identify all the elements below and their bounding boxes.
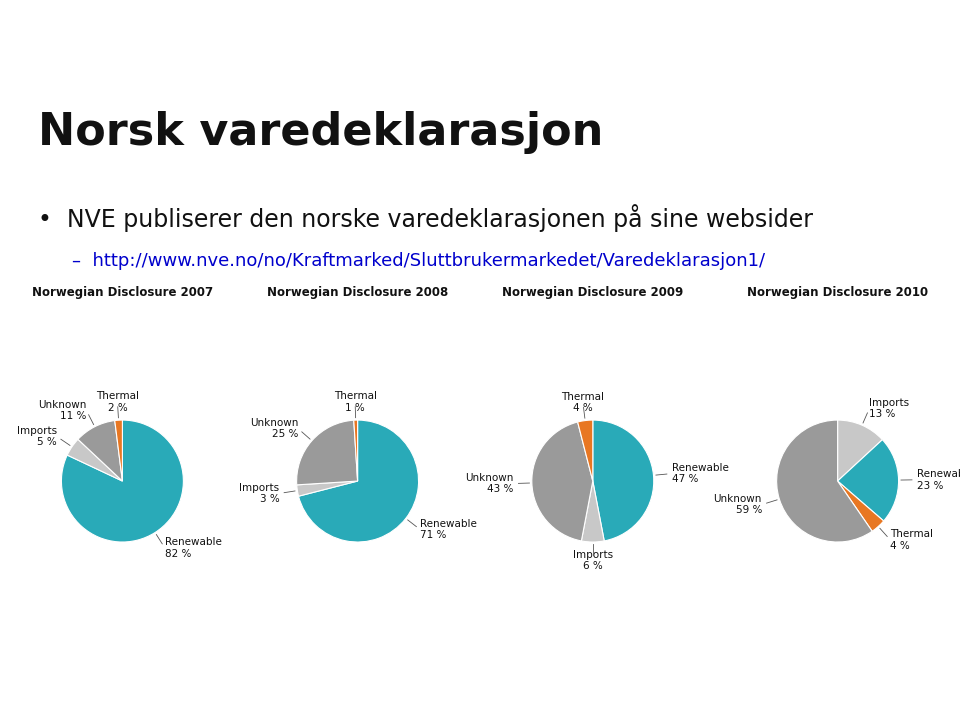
- Text: –  http://www.nve.no/no/Kraftmarked/Sluttbrukermarkedet/Varedeklarasjon1/: – http://www.nve.no/no/Kraftmarked/Slutt…: [72, 252, 765, 270]
- Wedge shape: [61, 420, 183, 542]
- Text: Norsk varedeklarasjon: Norsk varedeklarasjon: [38, 111, 604, 154]
- Wedge shape: [777, 420, 873, 542]
- Text: Unknown
43 %: Unknown 43 %: [466, 473, 514, 494]
- Text: Thermal
4 %: Thermal 4 %: [891, 529, 933, 551]
- Text: Unknown
25 %: Unknown 25 %: [250, 418, 299, 440]
- Wedge shape: [532, 422, 592, 541]
- Wedge shape: [578, 420, 593, 481]
- Title: Norwegian Disclosure 2010: Norwegian Disclosure 2010: [747, 286, 928, 299]
- Text: Renewable
47 %: Renewable 47 %: [672, 463, 729, 484]
- Wedge shape: [115, 420, 123, 481]
- Title: Norwegian Disclosure 2009: Norwegian Disclosure 2009: [502, 286, 684, 299]
- Text: Renewable
82 %: Renewable 82 %: [165, 537, 222, 558]
- Text: Thermal
4 %: Thermal 4 %: [562, 392, 605, 413]
- Text: Thermal
2 %: Thermal 2 %: [96, 391, 139, 413]
- Wedge shape: [837, 481, 884, 531]
- Wedge shape: [297, 481, 357, 496]
- Wedge shape: [837, 440, 899, 521]
- Text: Imports
6 %: Imports 6 %: [573, 550, 612, 571]
- Title: Norwegian Disclosure 2008: Norwegian Disclosure 2008: [267, 286, 448, 299]
- Text: Unknown
59 %: Unknown 59 %: [713, 494, 762, 516]
- Wedge shape: [67, 439, 122, 481]
- Wedge shape: [837, 420, 882, 481]
- Title: Norwegian Disclosure 2007: Norwegian Disclosure 2007: [32, 286, 213, 299]
- Wedge shape: [78, 420, 122, 481]
- Text: Imports
3 %: Imports 3 %: [239, 483, 279, 504]
- Wedge shape: [297, 420, 357, 485]
- Text: •  NVE publiserer den norske varedeklarasjonen på sine websider: • NVE publiserer den norske varedeklaras…: [38, 204, 813, 232]
- Text: Thermal
1 %: Thermal 1 %: [334, 391, 376, 413]
- Text: Renewable
71 %: Renewable 71 %: [420, 519, 477, 541]
- Wedge shape: [592, 420, 654, 541]
- Wedge shape: [354, 420, 358, 481]
- Text: Imports
5 %: Imports 5 %: [16, 425, 57, 448]
- Text: Renewable
23 %: Renewable 23 %: [917, 469, 960, 490]
- Text: Unknown
11 %: Unknown 11 %: [38, 400, 86, 421]
- Wedge shape: [299, 420, 419, 542]
- Wedge shape: [582, 481, 604, 542]
- Text: Imports
13 %: Imports 13 %: [870, 398, 909, 419]
